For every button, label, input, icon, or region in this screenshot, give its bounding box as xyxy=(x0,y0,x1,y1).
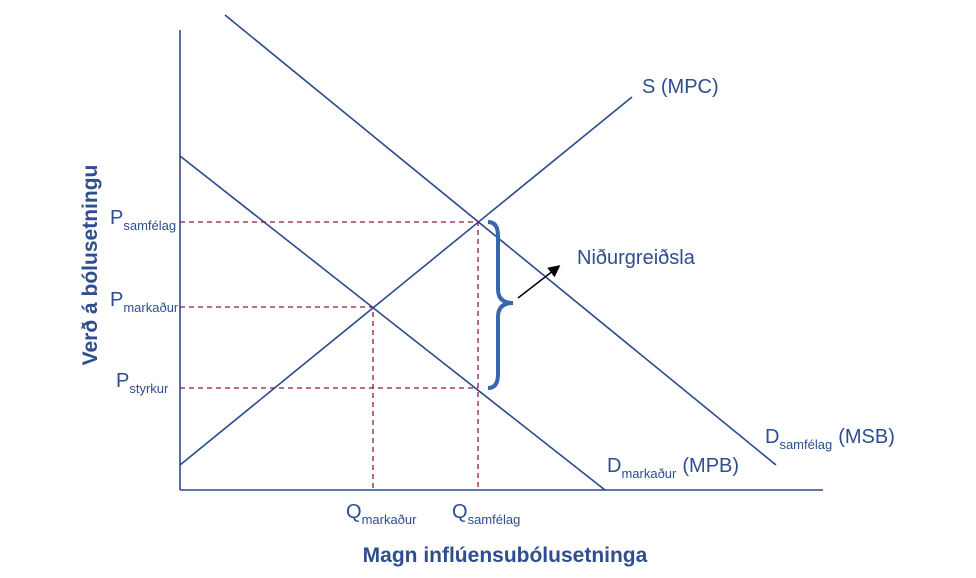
label-suffix: (MPB) xyxy=(682,455,739,477)
label-main: Q xyxy=(452,501,468,523)
label-main: P xyxy=(110,289,123,311)
label-sub: markaður xyxy=(362,512,418,527)
x-axis-title: Magn inflúensubólusetninga xyxy=(363,544,648,567)
price-label: Psamfélag xyxy=(110,207,176,233)
label-sub: samfélag xyxy=(468,512,521,527)
curve-label: Dmarkaður (MPB) xyxy=(607,455,739,481)
curve-label: S (MPC) xyxy=(642,76,719,98)
y-axis-title: Verð á bólusetningu xyxy=(79,165,102,366)
label-main: D xyxy=(765,426,779,448)
label-main: P xyxy=(116,370,129,392)
quantity-label: Qmarkaður xyxy=(346,501,417,527)
label-main: Q xyxy=(346,501,362,523)
label-sub: samfélag xyxy=(123,218,176,233)
label-sub: styrkur xyxy=(129,381,169,396)
label-sub: markaður xyxy=(621,466,677,481)
quantity-label: Qsamfélag xyxy=(452,501,520,527)
guide-line xyxy=(180,221,479,490)
label-main: D xyxy=(607,455,621,477)
annotation: Niðurgreiðsla xyxy=(577,247,696,269)
price-label: Pmarkaður xyxy=(110,289,179,315)
label-main: P xyxy=(110,207,123,229)
brace xyxy=(487,220,514,390)
label-suffix: (MSB) xyxy=(838,426,895,448)
market-demand-curve xyxy=(179,155,606,491)
label-sub: markaður xyxy=(123,300,179,315)
supply-curve xyxy=(179,96,633,466)
price-label: Pstyrkur xyxy=(116,370,169,396)
guide-line xyxy=(180,306,374,490)
curve-label: Dsamfélag (MSB) xyxy=(765,426,895,452)
arrow xyxy=(517,265,561,299)
social-demand-curve xyxy=(224,14,777,466)
label-sub: samfélag xyxy=(779,437,832,452)
